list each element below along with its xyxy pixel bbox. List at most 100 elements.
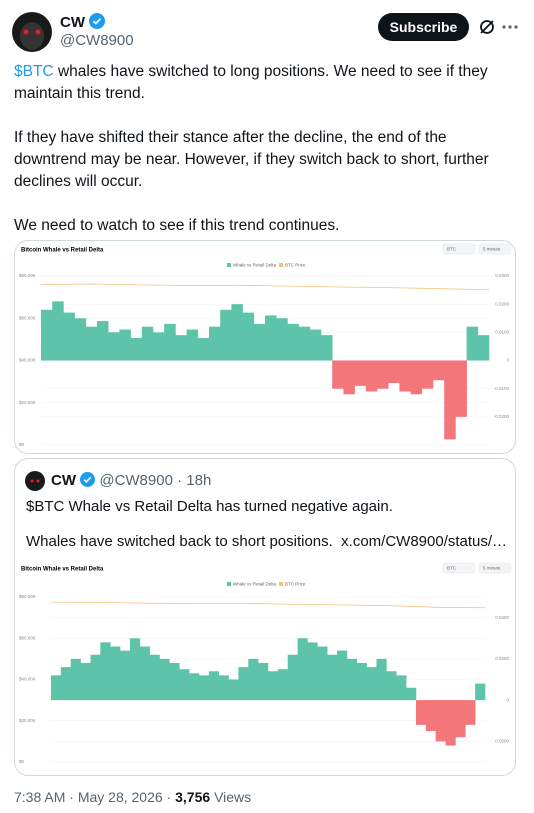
tick-label: $20.00K xyxy=(19,400,36,405)
control[interactable] xyxy=(478,243,512,255)
quote-handle: @CW8900 xyxy=(99,472,173,489)
delta-bar xyxy=(277,669,289,701)
cashtag[interactable]: $BTC xyxy=(14,63,54,80)
grok-icon[interactable] xyxy=(477,17,497,37)
delta-bar xyxy=(287,323,299,361)
delta-bar xyxy=(141,326,154,361)
delta-bar xyxy=(159,658,170,701)
paragraph: If they have shifted their stance after … xyxy=(14,129,489,190)
delta-bar xyxy=(100,642,111,701)
delta-bar xyxy=(139,646,150,701)
delta-bar xyxy=(209,326,221,361)
quote-tweet[interactable]: CW @CW8900 · 18h $BTC Whale vs Retail De… xyxy=(14,458,516,776)
more-icon[interactable] xyxy=(500,17,520,37)
delta-bar xyxy=(179,669,190,701)
delta-bar xyxy=(186,329,199,361)
delta-bar xyxy=(268,671,279,701)
delta-bar xyxy=(60,667,72,701)
delta-bar xyxy=(153,332,165,361)
delta-bar xyxy=(120,650,131,701)
tick-label: $60.00K xyxy=(19,635,36,640)
tick-label: 0 xyxy=(506,358,509,363)
delta-bar xyxy=(248,658,259,701)
legend-label: BTC Price xyxy=(285,263,306,268)
tick-label: -0.0100 xyxy=(494,386,510,391)
delta-bar xyxy=(346,658,358,701)
text: whales have switched to long positions. … xyxy=(14,63,488,102)
chart-title: Bitcoin Whale vs Retail Delta xyxy=(21,567,104,573)
text: Whales have switched back to short posit… xyxy=(26,533,333,550)
author[interactable]: CW @CW8900 xyxy=(60,13,134,49)
subscribe-button[interactable]: Subscribe xyxy=(378,13,469,41)
tick-label: $80.00K xyxy=(19,273,36,278)
views-count: 3,756 xyxy=(175,789,211,805)
delta-bar xyxy=(327,654,338,701)
control[interactable] xyxy=(442,562,476,574)
delta-bar xyxy=(366,667,377,701)
control[interactable] xyxy=(478,562,512,574)
price-line xyxy=(50,601,486,609)
separator: · xyxy=(166,789,172,805)
delta-bar xyxy=(242,312,255,361)
paragraph: We need to watch to see if this trend co… xyxy=(14,217,340,234)
tick-label: $80.00K xyxy=(19,594,36,599)
control-label: BTC xyxy=(447,566,457,571)
legend-swatch xyxy=(279,582,283,586)
delta-bar xyxy=(425,700,436,732)
delta-bar xyxy=(410,360,423,395)
delta-bar xyxy=(399,360,411,392)
delta-bar xyxy=(421,360,434,389)
delta-bar xyxy=(475,683,486,701)
delta-bar xyxy=(90,654,101,701)
delta-bar xyxy=(253,323,266,361)
delta-bar xyxy=(169,663,180,701)
delta-bar xyxy=(388,360,400,384)
footer: 7:38 AM · May 28, 2026 · 3,756 Views xyxy=(14,789,251,805)
image[interactable]: Bitcoin Whale vs Retail Delta BTC 5 minute… xyxy=(14,240,516,454)
delta-bar xyxy=(197,337,210,361)
separator: · xyxy=(69,789,74,805)
tweet-text: $BTC whales have switched to long positi… xyxy=(14,61,519,259)
chart: Bitcoin Whale vs Retail Delta BTC 5 minute… xyxy=(19,562,512,764)
delta-bar xyxy=(321,335,333,361)
date[interactable]: May 28, 2026 xyxy=(77,789,163,805)
tick-label: $40.00K xyxy=(19,358,36,363)
delta-bar xyxy=(80,663,91,701)
legend-swatch xyxy=(227,582,231,586)
legend-label: BTC Price xyxy=(285,582,306,587)
delta-bar xyxy=(265,315,277,361)
tick-label: $60.00K xyxy=(19,315,36,320)
delta-bar xyxy=(297,638,308,701)
delta-bar xyxy=(396,675,407,701)
delta-bar xyxy=(307,642,318,701)
delta-bar xyxy=(70,658,81,701)
delta-bar xyxy=(386,671,397,701)
delta-bar xyxy=(85,326,98,361)
verified-badge xyxy=(80,472,96,487)
control-label: 5 minute xyxy=(483,566,501,571)
legend-label: Whale vs Retail Delta xyxy=(233,263,277,268)
tick-label: $40.00K xyxy=(19,677,36,682)
control-label: 5 minute xyxy=(483,247,501,252)
link[interactable]: x.com/CW8900/status/… xyxy=(341,533,508,550)
delta-bar xyxy=(220,309,232,361)
delta-bar xyxy=(465,700,476,725)
delta-bar xyxy=(365,360,378,392)
author-name: CW xyxy=(60,14,85,31)
delta-bar xyxy=(444,360,456,440)
avatar[interactable] xyxy=(12,12,52,52)
delta-bar xyxy=(108,332,120,361)
delta-bar xyxy=(343,360,355,395)
tick-label: -0.0200 xyxy=(494,414,510,419)
delta-bar xyxy=(415,700,427,725)
delta-bar xyxy=(276,318,288,361)
separator: · xyxy=(177,472,183,489)
delta-bar xyxy=(228,679,239,701)
delta-bar xyxy=(406,687,417,701)
delta-bar xyxy=(110,646,121,701)
time[interactable]: 7:38 AM xyxy=(14,789,66,805)
delta-bar xyxy=(317,646,328,701)
control[interactable] xyxy=(442,243,476,255)
delta-bar xyxy=(74,318,87,361)
